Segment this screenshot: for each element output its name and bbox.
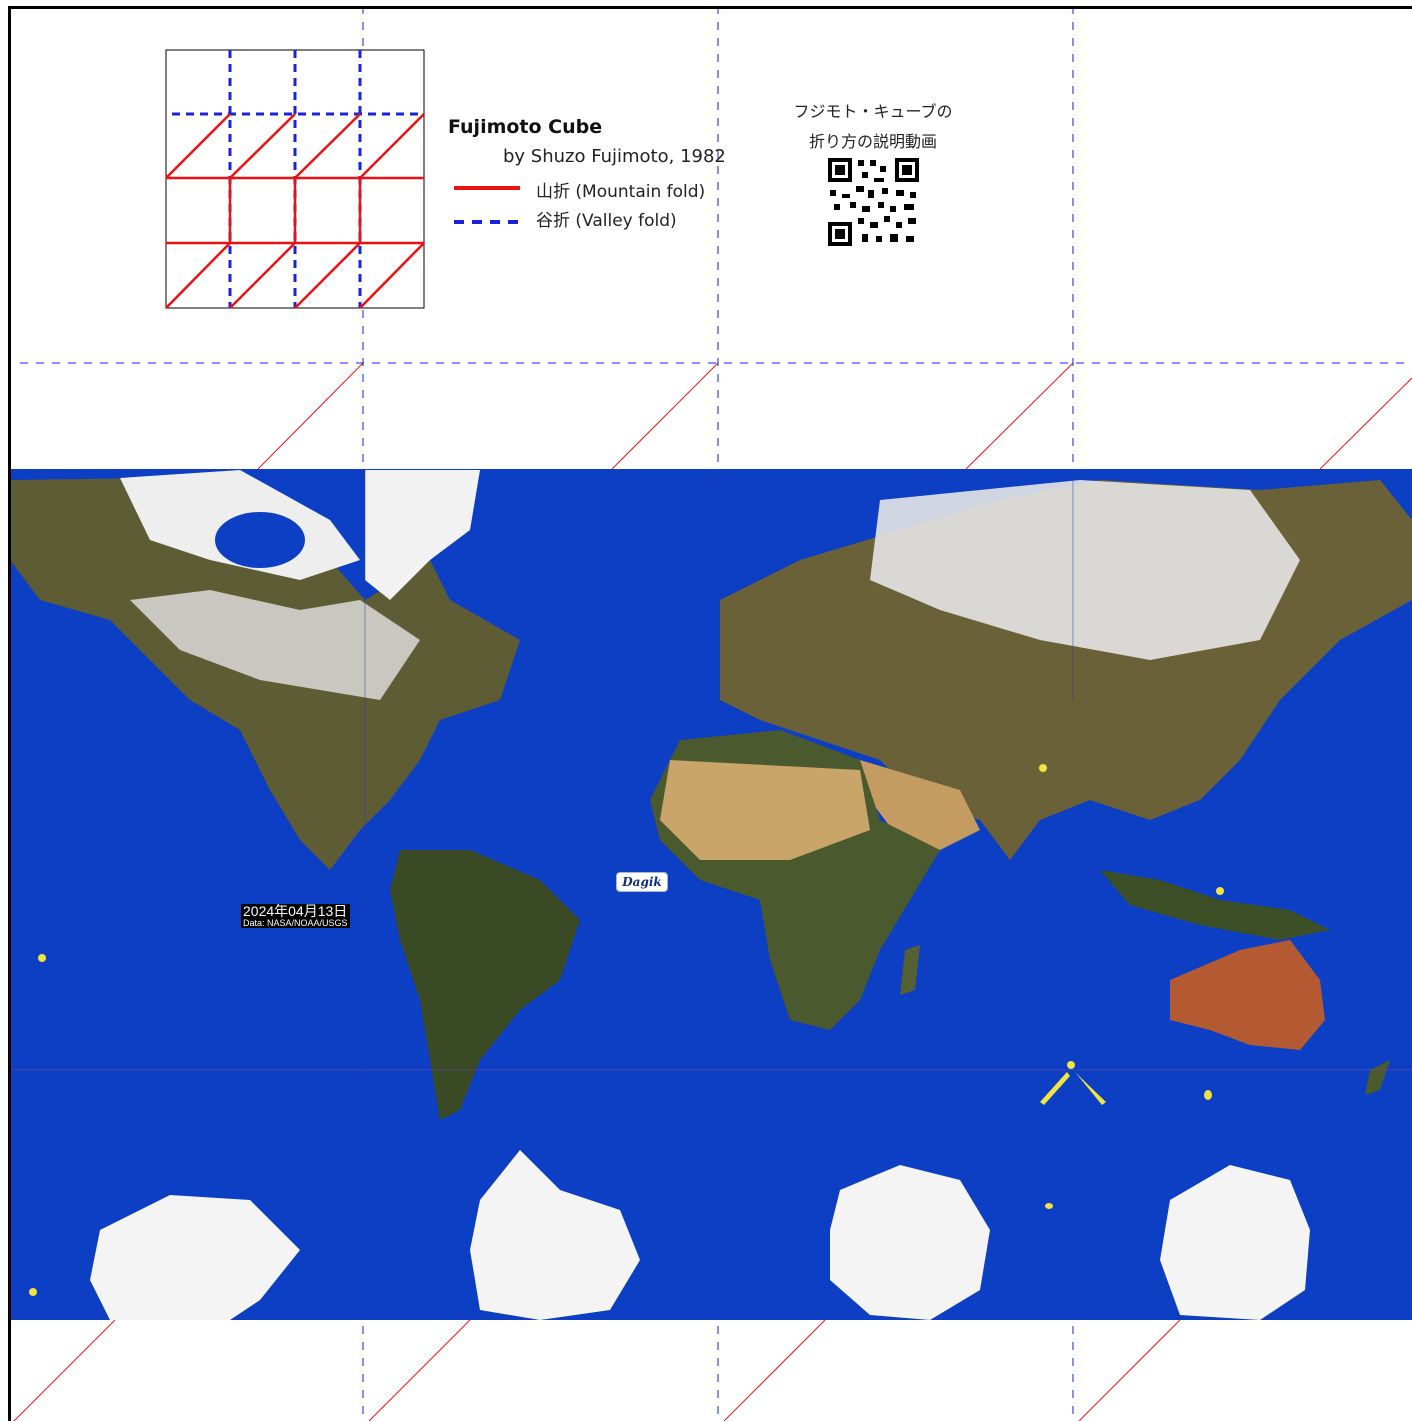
- new-zealand: [1365, 1060, 1390, 1095]
- qr-caption-line1: フジモト・キューブの: [793, 102, 953, 121]
- legend-label-mountain: 山折 (Mountain fold): [536, 182, 706, 202]
- qr-code: [826, 156, 921, 248]
- crease-pattern-diagram: [165, 49, 425, 309]
- mountain-fold-line: [723, 1319, 826, 1421]
- greenland-ice: [365, 470, 480, 600]
- marker: [1045, 1203, 1053, 1209]
- mountain-fold-line: [368, 1319, 471, 1421]
- marker: [38, 954, 46, 962]
- mountain-fold-line: [965, 362, 1074, 470]
- antarctica-3: [830, 1165, 990, 1320]
- diagram-author: by Shuzo Fujimoto, 1982: [503, 146, 726, 167]
- indonesia-islands: [1100, 870, 1330, 940]
- marker: [29, 1288, 37, 1296]
- mountain-fold-lines: [13, 362, 1412, 1421]
- antarctica-2: [470, 1150, 640, 1320]
- hudson-bay: [215, 512, 305, 568]
- legend-label-valley: 谷折 (Valley fold): [536, 211, 677, 231]
- marker: [1067, 1061, 1075, 1069]
- siberia-snow: [870, 480, 1300, 660]
- mountain-fold-line: [611, 362, 719, 470]
- mountain-fold-line: [13, 1319, 116, 1421]
- qr-caption-line2: 折り方の説明動画: [808, 132, 937, 151]
- marker-leaf: [1075, 1072, 1106, 1105]
- marker: [1039, 764, 1047, 772]
- map-date: 2024年04月13日: [243, 903, 348, 919]
- map-date-label: 2024年04月13日 Data: NASA/NOAA/USGS: [241, 903, 350, 929]
- madagascar: [900, 945, 920, 995]
- land-masses: [10, 470, 1412, 1320]
- diagram-mountain-line: [359, 242, 425, 309]
- diagram-mountain-line: [229, 242, 296, 309]
- marker: [1216, 887, 1224, 895]
- diagram-mountain-line: [294, 242, 361, 309]
- diagram-mountain-line: [294, 113, 361, 179]
- diagram-mountain-line: [165, 242, 231, 309]
- diagram-mountain-line: [229, 113, 296, 179]
- dagik-logo: Dagik: [616, 872, 668, 892]
- diagram-title: Fujimoto Cube: [448, 116, 603, 138]
- marker: [1204, 1090, 1212, 1100]
- south-america-land: [390, 850, 580, 1120]
- sahara: [660, 760, 870, 860]
- antarctica-1: [90, 1195, 300, 1320]
- diagram-mountain-line: [359, 113, 425, 179]
- diagram-mountain-line: [165, 113, 231, 179]
- canada-snow: [130, 590, 420, 700]
- mountain-fold-line: [257, 362, 364, 470]
- map-data-source: Data: NASA/NOAA/USGS: [243, 917, 348, 928]
- australia-land: [1170, 940, 1325, 1050]
- arabia-land: [860, 760, 980, 850]
- mountain-fold-line: [1319, 377, 1412, 470]
- sheet-frame: [8, 6, 1412, 1421]
- marker-leaf: [1040, 1072, 1070, 1105]
- antarctica-4: [1160, 1165, 1310, 1320]
- mountain-fold-line: [1078, 1319, 1181, 1421]
